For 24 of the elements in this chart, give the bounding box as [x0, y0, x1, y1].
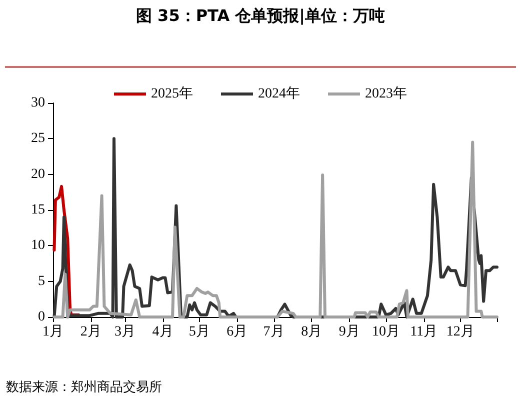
y-tick-label: 10	[31, 238, 45, 254]
x-tick-label: 1月	[42, 324, 64, 340]
y-tick-label: 20	[31, 166, 45, 182]
x-tick-label: 10月	[372, 324, 400, 340]
x-tick-label: 8月	[301, 324, 322, 340]
x-tick-label: 5月	[188, 324, 210, 340]
legend-label: 2023年	[365, 86, 407, 102]
y-tick-label: 0	[38, 310, 45, 324]
x-tick-label: 4月	[152, 324, 174, 340]
y-tick-label: 25	[31, 131, 45, 146]
x-tick-label: 11月	[410, 324, 438, 340]
legend-label: 2025年	[151, 86, 193, 102]
y-tick-label: 30	[31, 96, 45, 110]
x-tick-label: 2月	[80, 324, 102, 340]
y-tick-label: 15	[31, 202, 45, 218]
x-tick-label: 3月	[114, 324, 136, 340]
x-tick-label: 7月	[263, 324, 284, 340]
y-tick-label: 5	[38, 274, 45, 289]
source-note: 数据来源：郑州商品交易所	[6, 379, 162, 396]
x-tick-label: 9月	[338, 324, 360, 340]
x-tick-label: 6月	[226, 324, 248, 340]
chart-title: 图 35：PTA 仓单预报|单位：万吨	[134, 6, 386, 27]
legend-label: 2024年	[258, 86, 300, 102]
x-tick-label: 12月	[446, 324, 474, 340]
